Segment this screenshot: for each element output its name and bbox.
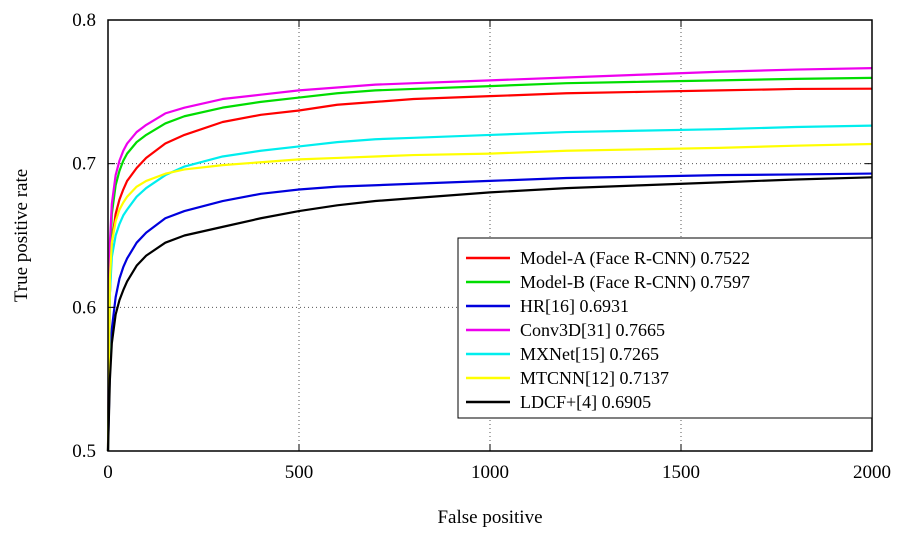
series-line: [106, 142, 873, 452]
y-axis-label: True positive rate: [11, 169, 32, 302]
legend-label: MTCNN[12] 0.7137: [520, 368, 669, 388]
y-tick-label: 0.7: [72, 154, 96, 175]
axis-ticks: 0 500 1000 1500 2000 0.5 0.6 0.7 0.8: [72, 10, 891, 483]
series-line: [106, 76, 873, 452]
legend-box: [457, 237, 873, 419]
series-line: [106, 172, 873, 452]
y-tick-label: 0.6: [72, 297, 96, 318]
series-line: [106, 87, 873, 452]
x-tick-label: 0: [103, 462, 113, 483]
series-line: [106, 67, 873, 452]
y-tick-label: 0.5: [72, 441, 96, 462]
series-line: [106, 176, 873, 452]
x-axis-label: False positive: [437, 507, 542, 528]
legend: Model-A (Face R-CNN) 0.7522 Model-B (Face…: [457, 237, 873, 419]
x-tick-label: 1000: [471, 462, 509, 483]
series-lines: [106, 67, 873, 452]
x-tick-label: 500: [285, 462, 314, 483]
legend-label: Model-B (Face R-CNN) 0.7597: [520, 272, 750, 293]
legend-label: Conv3D[31] 0.7665: [520, 320, 665, 340]
y-tick-label: 0.8: [72, 10, 96, 31]
legend-label: LDCF+[4] 0.6905: [520, 392, 651, 412]
legend-label: HR[16] 0.6931: [520, 296, 629, 316]
legend-label: MXNet[15] 0.7265: [520, 344, 659, 364]
series-line: [106, 124, 873, 452]
x-tick-label: 1500: [662, 462, 700, 483]
legend-label: Model-A (Face R-CNN) 0.7522: [520, 248, 750, 269]
x-tick-label: 2000: [853, 462, 891, 483]
